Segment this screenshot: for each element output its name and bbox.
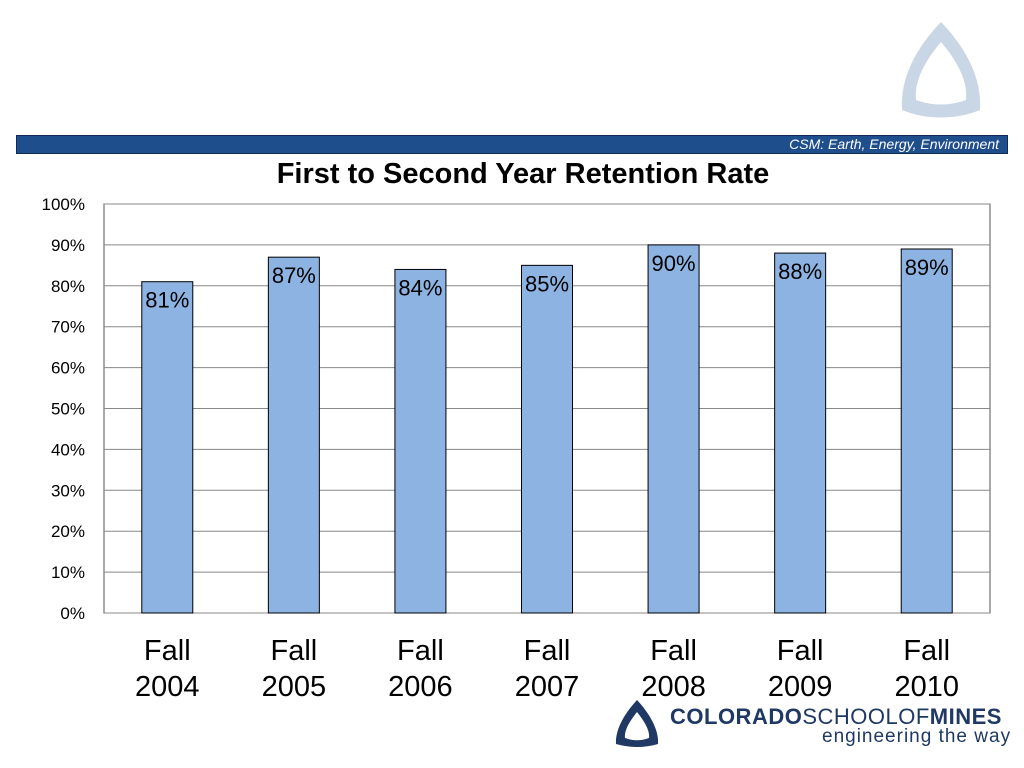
logo-wordmark: COLORADOSCHOOLOFMINES bbox=[670, 704, 1002, 730]
bar bbox=[267, 256, 320, 614]
mines-triangle-logo-icon bbox=[901, 22, 981, 118]
x-tick-label: 2009 bbox=[768, 671, 833, 700]
x-tick-label: 2006 bbox=[388, 671, 453, 700]
x-tick-label: Fall bbox=[144, 635, 191, 667]
header-banner: CSM: Earth, Energy, Environment bbox=[16, 135, 1008, 154]
logo-tagline: engineering the way bbox=[822, 726, 1012, 747]
y-tick-label: 60% bbox=[51, 359, 85, 378]
x-tick-label: 2010 bbox=[894, 671, 959, 700]
x-tick-label: Fall bbox=[270, 635, 317, 667]
colorado-school-of-mines-logo: COLORADOSCHOOLOFMINES engineering the wa… bbox=[612, 698, 1012, 750]
y-tick-label: 100% bbox=[42, 195, 85, 214]
data-label: 87% bbox=[272, 263, 316, 288]
x-tick-label: 2007 bbox=[515, 671, 580, 700]
header-tagline: CSM: Earth, Energy, Environment bbox=[789, 136, 999, 152]
data-label: 81% bbox=[145, 288, 189, 313]
bar bbox=[900, 248, 953, 614]
y-tick-label: 80% bbox=[51, 277, 85, 296]
y-tick-label: 40% bbox=[51, 440, 85, 459]
logo-word-schoolof: SCHOOLOF bbox=[802, 704, 930, 729]
bar bbox=[647, 244, 700, 614]
chart-title: First to Second Year Retention Rate bbox=[276, 158, 770, 190]
mines-triangle-small-icon bbox=[615, 700, 659, 747]
y-tick-label: 90% bbox=[51, 236, 85, 255]
data-label: 85% bbox=[525, 271, 569, 296]
data-label: 89% bbox=[905, 255, 949, 280]
y-tick-label: 20% bbox=[51, 522, 85, 541]
logo-word-mines: MINES bbox=[929, 704, 1002, 729]
bar-chart: 0% 10% 20% 30% 40% 50% 60% 70% 80% 90% 100% 81% Fall… bbox=[42, 195, 991, 700]
x-tick-label: 2005 bbox=[262, 671, 327, 700]
data-label: 84% bbox=[398, 275, 442, 300]
data-label: 88% bbox=[778, 259, 822, 284]
y-tick-label: 10% bbox=[51, 563, 85, 582]
x-tick-label: Fall bbox=[903, 635, 950, 667]
y-tick-label: 50% bbox=[51, 400, 85, 419]
bar bbox=[521, 264, 573, 614]
data-label: 90% bbox=[652, 251, 696, 276]
bar bbox=[394, 268, 447, 614]
x-tick-label: Fall bbox=[650, 635, 697, 667]
y-tick-label: 0% bbox=[60, 604, 85, 623]
x-tick-label: 2004 bbox=[135, 671, 200, 700]
y-tick-label: 70% bbox=[51, 318, 85, 337]
x-tick-label: Fall bbox=[777, 635, 824, 667]
bar bbox=[774, 252, 827, 614]
x-tick-label: 2008 bbox=[641, 671, 706, 700]
x-tick-label: Fall bbox=[397, 635, 444, 667]
bar bbox=[141, 281, 194, 614]
logo-word-colorado: COLORADO bbox=[670, 704, 803, 729]
y-tick-label: 30% bbox=[51, 481, 85, 500]
x-tick-label: Fall bbox=[524, 635, 571, 667]
